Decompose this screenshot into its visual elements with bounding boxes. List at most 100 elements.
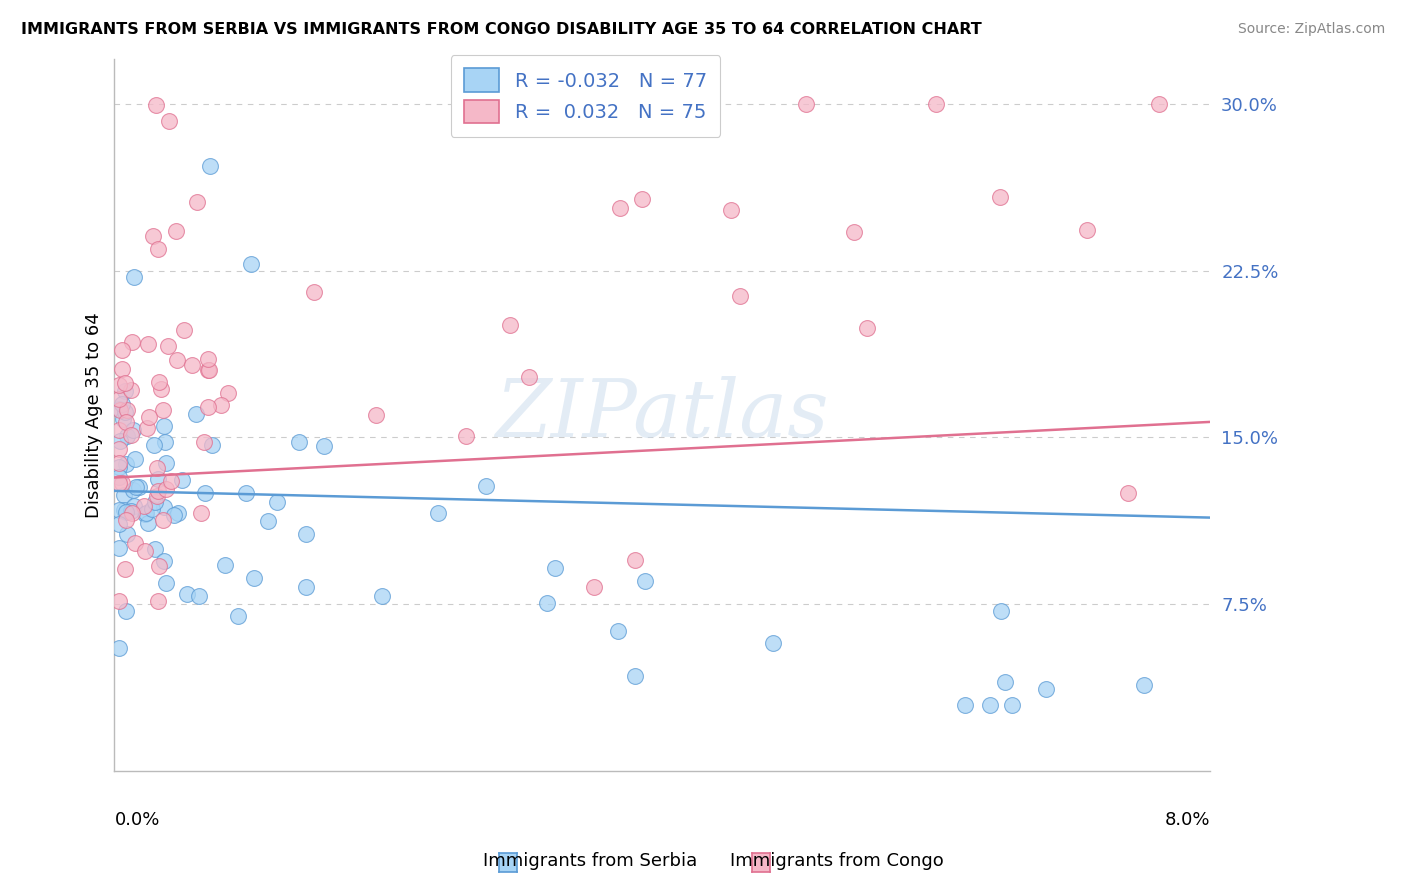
Point	[176, 586, 198, 600]
Point	[120, 384, 142, 398]
Point	[107, 517, 129, 532]
Point	[217, 385, 239, 400]
Point	[124, 499, 146, 513]
Point	[990, 604, 1012, 618]
Point	[1001, 698, 1024, 712]
Point	[302, 285, 325, 299]
Point	[606, 624, 628, 638]
Point	[190, 506, 212, 520]
Point	[156, 339, 179, 353]
Point	[143, 495, 166, 509]
Point	[110, 402, 132, 417]
Point	[145, 98, 167, 112]
Point	[1147, 96, 1170, 111]
Point	[456, 429, 478, 443]
Point	[107, 392, 129, 407]
Point	[1035, 681, 1057, 696]
Point	[136, 337, 159, 351]
Point	[141, 502, 163, 516]
Point	[114, 405, 136, 419]
Point	[111, 362, 134, 376]
Point	[120, 503, 142, 517]
Point	[193, 434, 215, 449]
Point	[108, 423, 131, 437]
Point	[117, 428, 139, 442]
Point	[146, 472, 169, 486]
Point	[197, 400, 219, 414]
Point	[135, 506, 157, 520]
Point	[844, 225, 866, 239]
Point	[1116, 486, 1139, 500]
Point	[143, 542, 166, 557]
Point	[146, 483, 169, 498]
Point	[155, 456, 177, 470]
Text: IMMIGRANTS FROM SERBIA VS IMMIGRANTS FROM CONGO DISABILITY AGE 35 TO 64 CORRELAT: IMMIGRANTS FROM SERBIA VS IMMIGRANTS FRO…	[21, 22, 981, 37]
Point	[314, 439, 336, 453]
Text: Immigrants from Congo: Immigrants from Congo	[730, 852, 943, 870]
Point	[198, 363, 221, 377]
Point	[148, 559, 170, 574]
Point	[170, 473, 193, 487]
Point	[159, 474, 181, 488]
Point	[114, 457, 136, 471]
Point	[762, 636, 785, 650]
Point	[107, 475, 129, 490]
Point	[856, 321, 879, 335]
Point	[794, 96, 817, 111]
Point	[214, 558, 236, 572]
Point	[155, 576, 177, 591]
Text: Source: ZipAtlas.com: Source: ZipAtlas.com	[1237, 22, 1385, 37]
Point	[107, 641, 129, 656]
Point	[728, 289, 751, 303]
Point	[235, 485, 257, 500]
Point	[114, 604, 136, 618]
Point	[294, 581, 316, 595]
Point	[166, 352, 188, 367]
Point	[124, 451, 146, 466]
Point	[155, 483, 177, 497]
Point	[288, 434, 311, 449]
Point	[134, 508, 156, 522]
Point	[953, 698, 976, 712]
Point	[166, 507, 188, 521]
Point	[226, 609, 249, 624]
Point	[112, 503, 135, 517]
Point	[582, 580, 605, 594]
Point	[146, 242, 169, 256]
Point	[115, 403, 138, 417]
Point	[152, 403, 174, 417]
Point	[200, 159, 222, 173]
Point	[517, 369, 540, 384]
Point	[148, 594, 170, 608]
Point	[146, 461, 169, 475]
Point	[107, 442, 129, 456]
Point	[134, 543, 156, 558]
Point	[152, 512, 174, 526]
Point	[181, 359, 204, 373]
Point	[107, 502, 129, 516]
Point	[125, 480, 148, 494]
Legend: R = -0.032   N = 77, R =  0.032   N = 75: R = -0.032 N = 77, R = 0.032 N = 75	[450, 54, 720, 137]
Point	[138, 410, 160, 425]
Point	[121, 335, 143, 350]
Point	[295, 526, 318, 541]
Point	[148, 376, 170, 390]
Point	[624, 668, 647, 682]
Point	[124, 536, 146, 550]
Point	[136, 516, 159, 531]
Point	[165, 223, 187, 237]
Point	[153, 554, 176, 568]
Point	[122, 423, 145, 437]
Point	[988, 189, 1011, 203]
Point	[110, 343, 132, 357]
Point	[120, 428, 142, 442]
Point	[108, 434, 131, 449]
Point	[149, 382, 172, 396]
Point	[631, 192, 654, 206]
Point	[720, 202, 742, 217]
Point	[536, 597, 558, 611]
Point	[475, 479, 498, 493]
Point	[201, 438, 224, 452]
Point	[115, 527, 138, 541]
Point	[371, 589, 394, 603]
